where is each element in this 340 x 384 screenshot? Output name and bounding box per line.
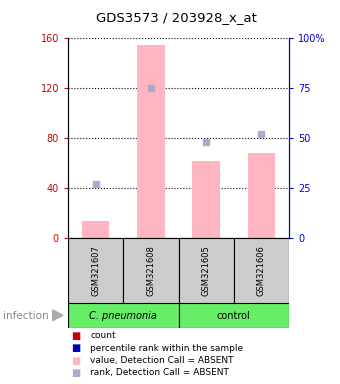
- Text: rank, Detection Call = ABSENT: rank, Detection Call = ABSENT: [90, 368, 229, 377]
- Text: value, Detection Call = ABSENT: value, Detection Call = ABSENT: [90, 356, 234, 365]
- Text: GSM321608: GSM321608: [147, 245, 155, 296]
- Bar: [178, 238, 234, 303]
- Bar: [248, 153, 275, 238]
- Text: control: control: [217, 311, 251, 321]
- Text: GSM321607: GSM321607: [91, 245, 100, 296]
- Text: infection: infection: [3, 311, 49, 321]
- Text: percentile rank within the sample: percentile rank within the sample: [90, 344, 243, 353]
- Text: GDS3573 / 203928_x_at: GDS3573 / 203928_x_at: [96, 11, 257, 24]
- Bar: [123, 238, 178, 303]
- Text: ■: ■: [71, 331, 81, 341]
- Polygon shape: [53, 310, 63, 321]
- Text: GSM321605: GSM321605: [202, 245, 210, 296]
- Text: count: count: [90, 331, 116, 341]
- Bar: [234, 238, 289, 303]
- Bar: [68, 303, 178, 328]
- Text: GSM321606: GSM321606: [257, 245, 266, 296]
- Bar: [137, 45, 165, 238]
- Bar: [178, 303, 289, 328]
- Bar: [68, 238, 123, 303]
- Text: ■: ■: [71, 356, 81, 366]
- Text: C. pneumonia: C. pneumonia: [89, 311, 157, 321]
- Bar: [192, 161, 220, 238]
- Text: ■: ■: [71, 368, 81, 378]
- Text: ■: ■: [71, 343, 81, 353]
- Bar: [82, 220, 109, 238]
